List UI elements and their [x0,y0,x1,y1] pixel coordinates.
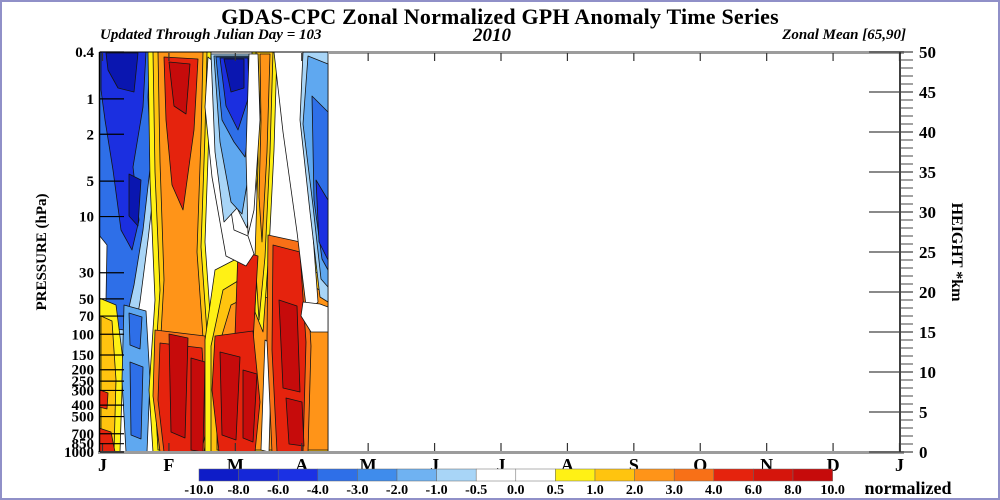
pressure-axis-title: PRESSURE (hPa) [34,193,50,310]
colorbar-segment-10 [594,468,635,482]
colorbar-segment-2 [277,468,319,482]
pressure-tick-label-4: 10 [79,210,94,226]
contour-region-48 [315,179,329,261]
contour-region-36 [285,397,305,447]
pressure-tick-label-8: 100 [72,327,95,343]
colorbar-segment-11 [634,468,675,482]
colorbar-level-label-10: 1.0 [586,483,604,498]
height-tick-label-35: 35 [919,163,936,182]
colorbar-units-label: normalized [865,478,952,498]
colorbar-segment-14 [753,468,794,482]
month-label-1: F [163,455,174,475]
pressure-tick-label-11: 250 [72,374,95,390]
pressure-tick-label-9: 150 [72,348,95,364]
contour-region-11 [128,312,143,350]
contour-region-21 [190,357,206,452]
height-tick-label-30: 30 [919,203,936,222]
height-axis-title: HEIGHT *km [948,203,965,303]
colorbar-segment-3 [317,468,358,482]
colorbar-level-label-15: 8.0 [784,483,802,498]
pressure-tick-label-15: 700 [72,427,95,443]
month-label-6: J [497,455,506,475]
colorbar-level-label-2: -6.0 [267,483,289,498]
contour-region-20 [168,333,189,439]
colorbar-level-label-11: 2.0 [626,483,644,498]
colorbar-level-label-0: -10.0 [184,483,213,498]
colorbar-segment-7 [475,468,517,482]
height-tick-label-10: 10 [919,363,936,382]
colorbar-level-label-16: 10.0 [820,483,845,498]
contour-region-35 [278,299,301,393]
colorbar-level-label-13: 4.0 [705,483,723,498]
contour-region-4 [128,173,142,227]
colorbar-level-label-7: -0.5 [465,483,487,498]
axes-layer: J F M A M J J A S O N D J0.4125103050701001502002503… [64,43,936,475]
colorbar-segment-0 [198,468,239,482]
pressure-tick-label-1: 1 [87,92,95,108]
pressure-tick-label-14: 500 [72,410,95,426]
colorbar-level-label-12: 3.0 [665,483,683,498]
height-tick-label-50: 50 [919,43,936,62]
contour-region-43 [245,53,261,236]
height-tick-label-5: 5 [919,403,928,422]
height-tick-label-25: 25 [919,243,936,262]
month-label-8: S [629,455,639,475]
colorbar-level-label-4: -3.0 [346,483,368,498]
pressure-tick-label-3: 5 [87,174,95,190]
colorbar-segment-1 [238,468,279,482]
colorbar-segment-15 [792,468,833,482]
pressure-tick-label-6: 50 [79,292,94,308]
month-label-12: J [895,455,904,475]
colorbar-level-label-5: -2.0 [386,483,408,498]
colorbar-segment-6 [436,468,477,482]
contour-region-3 [105,52,139,93]
contour-region-12 [129,361,144,440]
contour-region-17 [168,61,191,115]
colorbar-segment-9 [555,468,596,482]
colorbar-segment-8 [515,468,556,482]
colorbar-level-label-6: -1.0 [426,483,448,498]
colorbar: -10.0 -8.0 -6.0 -4.0 -3.0 -2.0 -1.0 -0.5 0.0 0.5 1… [184,468,845,498]
colorbar-level-label-3: -4.0 [307,483,329,498]
contour-region-31 [242,369,258,443]
pressure-tick-label-0: 0.4 [75,45,94,61]
month-label-0: J [98,455,107,475]
pressure-tick-label-10: 200 [72,363,95,379]
contour-region-27 [258,53,271,243]
contour-region-5 [99,234,108,312]
height-tick-label-0: 0 [919,443,928,462]
colorbar-level-label-1: -8.0 [228,483,250,498]
height-tick-label-15: 15 [919,323,936,342]
colorbar-level-label-8: 0.0 [507,483,525,498]
height-tick-label-20: 20 [919,283,936,302]
pressure-tick-label-2: 2 [87,127,95,143]
pressure-tick-label-12: 300 [72,383,95,399]
colorbar-segment-13 [713,468,754,482]
updated-through-label: Updated Through Julian Day = 103 [100,27,322,43]
colorbar-level-label-9: 0.5 [547,483,565,498]
month-label-5: J [430,455,439,475]
contour-region-8 [99,389,109,410]
height-tick-label-45: 45 [919,83,936,102]
contour-region-30 [219,351,241,441]
contour-field [99,52,329,452]
chart-title: GDAS-CPC Zonal Normalized GPH Anomaly Ti… [221,4,779,29]
colorbar-segment-4 [357,468,398,482]
pressure-tick-label-5: 30 [79,266,94,282]
colorbar-segment-5 [396,468,437,482]
contour-region-49 [300,301,329,333]
colorbar-level-label-14: 6.0 [745,483,763,498]
pressure-tick-label-17: 1000 [64,445,94,461]
pressure-tick-label-7: 70 [79,309,94,325]
pressure-tick-label-13: 400 [72,398,95,414]
contour-region-42 [223,58,245,93]
pressure-tick-label-16: 850 [72,437,95,453]
year-label: 2010 [473,25,511,46]
height-tick-label-40: 40 [919,123,936,142]
zonal-mean-label: Zonal Mean [65,90] [782,27,906,43]
colorbar-segment-12 [673,468,715,482]
